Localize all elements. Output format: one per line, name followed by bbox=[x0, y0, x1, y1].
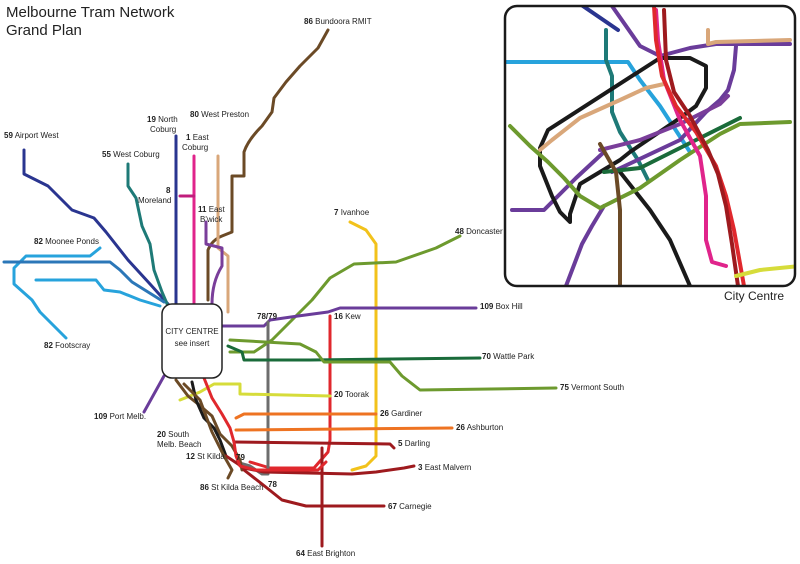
label-route-19-coburg: Coburg bbox=[150, 125, 176, 134]
inset-line-purple-sw[interactable] bbox=[510, 150, 606, 286]
label-route-26-gardiner[interactable]: 26 Gardiner bbox=[380, 409, 423, 418]
label-route-8-moreland[interactable]: Moreland bbox=[138, 196, 171, 205]
label-route-80-west-preston[interactable]: 80 West Preston bbox=[190, 110, 249, 119]
label-route-1-coburg: Coburg bbox=[182, 143, 208, 152]
city-centre-hub[interactable]: CITY CENTRE see insert bbox=[161, 303, 223, 379]
route-109-port-melb-line[interactable] bbox=[142, 374, 166, 414]
label-route-20-south[interactable]: 20 South bbox=[157, 430, 189, 439]
label-route-8-number[interactable]: 8 bbox=[166, 186, 171, 195]
label-route-67-carnegie[interactable]: 67 Carnegie bbox=[388, 502, 432, 511]
label-route-11-bwick: B'wick bbox=[200, 215, 223, 224]
label-route-7-ivanhoe[interactable]: 7 Ivanhoe bbox=[334, 208, 370, 217]
label-route-55-west-coburg[interactable]: 55 West Coburg bbox=[102, 150, 160, 159]
label-route-59-airport-west[interactable]: 59 Airport West bbox=[4, 131, 59, 140]
label-route-11-east[interactable]: 11 East bbox=[198, 205, 225, 214]
inset-line-tan[interactable] bbox=[538, 28, 792, 152]
route-86-st-kilda-beach-line[interactable] bbox=[182, 382, 234, 480]
route-20-toorak-line[interactable] bbox=[178, 382, 332, 402]
route-70-wattle-park-line[interactable] bbox=[226, 344, 482, 362]
route-lines bbox=[2, 28, 558, 548]
route-7-ivanhoe-line[interactable] bbox=[348, 220, 378, 472]
map-title: Melbourne Tram Network bbox=[6, 4, 175, 21]
map-subtitle: Grand Plan bbox=[6, 22, 82, 39]
inset-line-lightblue[interactable] bbox=[504, 60, 692, 154]
route-labels: 86 Bundoora RMIT 80 West Preston 19 Nort… bbox=[4, 17, 624, 558]
route-55-west-coburg-line[interactable] bbox=[126, 162, 170, 308]
label-route-82-footscray[interactable]: 82 Footscray bbox=[44, 341, 90, 350]
city-centre-inset[interactable]: City Centre bbox=[503, 4, 800, 303]
route-75-vermont-south-line[interactable] bbox=[228, 338, 558, 392]
label-route-82-moonee-ponds[interactable]: 82 Moonee Ponds bbox=[34, 237, 99, 246]
label-route-86-st-kilda-beach[interactable]: 86 St Kilda Beach bbox=[200, 483, 264, 492]
label-route-12-st-kilda[interactable]: 12 St Kilda bbox=[186, 452, 225, 461]
hub-title: CITY CENTRE bbox=[165, 327, 218, 336]
label-route-16-kew[interactable]: 16 Kew bbox=[334, 312, 361, 321]
route-26-gardiner-line[interactable] bbox=[234, 412, 378, 420]
label-route-75-vermont-south[interactable]: 75 Vermont South bbox=[560, 383, 624, 392]
route-26-ashburton-line[interactable] bbox=[234, 426, 454, 432]
inset-line-blue[interactable] bbox=[578, 4, 620, 32]
st-kilda-road-corridor-line[interactable] bbox=[202, 376, 328, 472]
route-west-city-line[interactable] bbox=[2, 260, 166, 304]
label-route-79[interactable]: 79 bbox=[236, 453, 245, 462]
label-route-1-east[interactable]: 1 East bbox=[186, 133, 209, 142]
inset-label: City Centre bbox=[724, 289, 784, 303]
inset-line-darkred[interactable] bbox=[662, 8, 740, 286]
route-11-east-brunswick-line[interactable] bbox=[204, 220, 224, 306]
label-route-20-melb-beach: Melb. Beach bbox=[157, 440, 201, 449]
route-16-kew-line[interactable] bbox=[248, 314, 332, 470]
inset-line-black-loop[interactable] bbox=[538, 56, 708, 224]
route-footscray-city-line[interactable] bbox=[34, 278, 162, 308]
inset-line-purple[interactable] bbox=[610, 6, 792, 174]
inset-line-green[interactable] bbox=[508, 120, 792, 210]
label-route-26-ashburton[interactable]: 26 Ashburton bbox=[456, 423, 503, 432]
route-5-darling-line[interactable] bbox=[232, 440, 396, 450]
inset-line-darkgreen[interactable] bbox=[602, 116, 742, 174]
inset-line-yellow[interactable] bbox=[734, 264, 800, 278]
inset-line-brown[interactable] bbox=[598, 142, 622, 286]
label-route-78-79[interactable]: 78/79 bbox=[257, 312, 278, 321]
route-67-carnegie-line[interactable] bbox=[242, 468, 386, 508]
label-route-86-bundoora[interactable]: 86 Bundoora RMIT bbox=[304, 17, 372, 26]
label-route-109-port-melb[interactable]: 109 Port Melb. bbox=[94, 412, 146, 421]
label-route-64-east-brighton[interactable]: 64 East Brighton bbox=[296, 549, 355, 558]
route-48-doncaster-line[interactable] bbox=[228, 234, 462, 354]
label-route-19-number-north[interactable]: 19 North bbox=[147, 115, 178, 124]
route-3-east-malvern-line[interactable] bbox=[224, 454, 416, 476]
label-route-70-wattle-park[interactable]: 70 Wattle Park bbox=[482, 352, 535, 361]
label-route-48-doncaster[interactable]: 48 Doncaster bbox=[455, 227, 503, 236]
route-82-moonee-ponds-line[interactable] bbox=[12, 246, 102, 340]
route-109-box-hill-line[interactable] bbox=[218, 306, 478, 328]
inset-line-red[interactable] bbox=[652, 6, 746, 286]
route-20-south-melb-beach-line[interactable] bbox=[174, 378, 244, 472]
label-route-78[interactable]: 78 bbox=[268, 480, 277, 489]
label-route-5-darling[interactable]: 5 Darling bbox=[398, 439, 430, 448]
route-78-79-line[interactable] bbox=[234, 320, 270, 476]
route-86-bundoora-line[interactable] bbox=[206, 28, 330, 302]
hub-subtitle: see insert bbox=[175, 339, 210, 348]
label-route-3-east-malvern[interactable]: 3 East Malvern bbox=[418, 463, 471, 472]
route-59-airport-west-line[interactable] bbox=[22, 148, 170, 306]
label-route-109-box-hill[interactable]: 109 Box Hill bbox=[480, 302, 523, 311]
label-route-20-toorak[interactable]: 20 Toorak bbox=[334, 390, 370, 399]
